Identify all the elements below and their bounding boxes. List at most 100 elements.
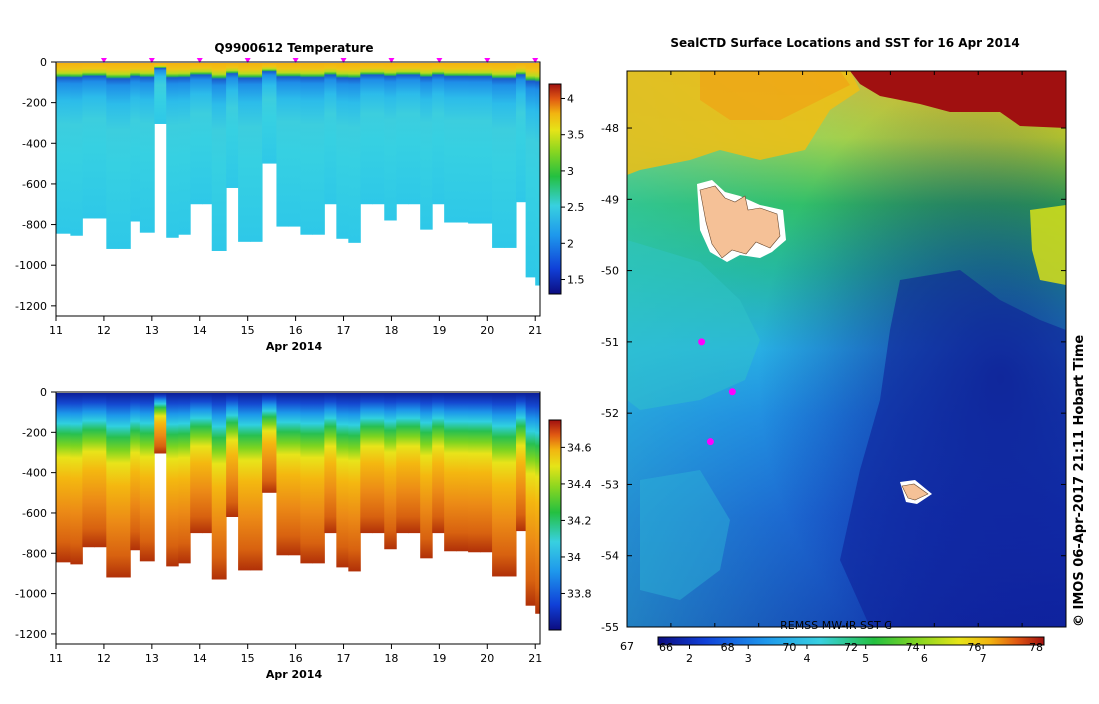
sst-colorbar-label-f: 70 [782, 641, 796, 654]
profile-column [432, 393, 445, 534]
salinity-profiles [56, 393, 541, 614]
profile-column [396, 393, 409, 534]
y-tick-label: 0 [40, 56, 47, 69]
x-tick-label: 20 [480, 652, 494, 665]
temperature-plot-title: Q9900612 Temperature [214, 41, 373, 55]
profile-column [468, 63, 481, 224]
profile-column [166, 63, 179, 238]
imos-copyright: © IMOS 06-Apr-2017 21:11 Hobart Time [1072, 335, 1087, 627]
lon-tick-label: 67 [620, 640, 634, 653]
colorbar-tick-label: 34.6 [567, 441, 592, 454]
x-tick-label: 21 [528, 324, 542, 337]
profile-column [300, 63, 313, 235]
colorbar-tick-label: 4 [567, 92, 574, 105]
colorbar-tick-label: 1.5 [567, 274, 585, 287]
colorbar-tick-label: 34 [567, 551, 581, 564]
salinity-colorbar-gradient [548, 419, 562, 631]
profile-column [432, 63, 445, 205]
seal-position-marker [706, 438, 714, 446]
y-tick-label: -600 [22, 178, 47, 191]
salinity-colorbar: 33.8 34 34.2 34.4 34.6 [548, 419, 592, 631]
profile-column [106, 63, 119, 249]
profile-column [504, 393, 517, 577]
surface-location-marker [196, 58, 203, 63]
x-tick-label: 19 [432, 324, 446, 337]
sst-colorbar-label-f: 78 [1029, 641, 1043, 654]
lat-tick-label: -53 [601, 478, 619, 491]
x-tick-label: 11 [49, 324, 63, 337]
profile-column [360, 63, 373, 205]
temperature-colorbar-gradient [548, 83, 562, 295]
profile-column [384, 393, 397, 550]
sst-colorbar-label-c: 3 [745, 652, 752, 665]
sst-colorbar-label-f: 76 [967, 641, 981, 654]
profile-column [250, 63, 263, 242]
profile-column [226, 393, 239, 517]
x-tick-label: 17 [337, 324, 351, 337]
profile-column [56, 63, 71, 234]
colorbar-tick-label: 33.8 [567, 587, 592, 600]
sst-colorbar-label-c: 7 [980, 652, 987, 665]
profile-column [492, 63, 505, 248]
sst-colorbar: 2 3 4 5 6 7 66 68 70 72 74 76 78 [657, 636, 1045, 665]
profile-column [492, 393, 505, 577]
profile-column [106, 393, 119, 578]
profile-column [82, 63, 95, 219]
x-tick-label: 16 [289, 324, 303, 337]
profile-column [238, 393, 251, 571]
profile-column [535, 393, 541, 614]
sst-colorbar-label-c: 2 [686, 652, 693, 665]
temperature-plot-frame [55, 61, 541, 317]
profile-column [360, 393, 373, 534]
profile-column [384, 63, 397, 221]
y-tick-label: -800 [22, 547, 47, 560]
surface-location-marker [100, 58, 107, 63]
lat-tick-label: -54 [601, 550, 619, 563]
profile-column [288, 393, 301, 556]
sst-cold-patch [840, 270, 1066, 627]
surface-location-marker [292, 58, 299, 63]
lat-tick-label: -51 [601, 336, 619, 349]
temperature-colorbar: 1.5 2 2.5 3 3.5 4 [548, 83, 585, 295]
seal-position-marker [728, 388, 736, 396]
profile-column [408, 393, 421, 534]
profile-column [94, 63, 107, 219]
x-tick-label: 19 [432, 652, 446, 665]
profile-column [130, 393, 141, 551]
kerguelen-islands [699, 185, 781, 259]
salinity-x-label: Apr 2014 [266, 668, 323, 681]
profile-column [324, 63, 337, 205]
profile-column [324, 393, 337, 534]
colorbar-tick-label: 3.5 [567, 129, 585, 142]
profile-column [480, 63, 493, 224]
profile-column [516, 393, 527, 532]
profile-column [70, 393, 83, 565]
profile-column [444, 393, 457, 552]
x-tick-label: 14 [193, 652, 207, 665]
sst-colorbar-label-c: 6 [921, 652, 928, 665]
profile-column [525, 63, 536, 278]
profile-column [154, 63, 167, 124]
profile-column [82, 393, 95, 548]
sst-cyan-patch [627, 240, 760, 410]
sst-cyan-patch-south [640, 470, 730, 600]
sst-colorbar-gradient [657, 636, 1045, 646]
sst-map: SealCTD Surface Locations and SST for 16… [601, 36, 1087, 665]
sst-colorbar-label-f: 68 [721, 641, 735, 654]
profile-column [396, 63, 409, 205]
x-tick-label: 16 [289, 652, 303, 665]
sst-colorbar-label-f: 72 [844, 641, 858, 654]
profile-column [130, 63, 141, 222]
colorbar-tick-label: 34.2 [567, 514, 592, 527]
salinity-plot-frame [55, 391, 541, 645]
profile-column [420, 393, 433, 559]
y-tick-label: -1000 [15, 259, 47, 272]
salinity-section-plot: 11 12 13 14 15 16 17 18 19 20 21 0 -200 -400 -600 -800 -… [15, 386, 591, 681]
sst-colorbar-label-c: 5 [862, 652, 869, 665]
seal-position-marker [698, 338, 706, 346]
surface-location-marker [244, 58, 251, 63]
sst-colorbar-label-f: 74 [906, 641, 920, 654]
x-tick-label: 21 [528, 652, 542, 665]
profile-column [190, 63, 203, 205]
